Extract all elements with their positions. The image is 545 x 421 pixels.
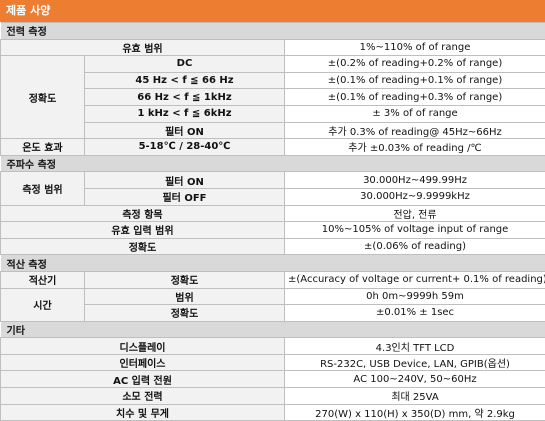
dimensions-value: 270(W) x 110(H) x 350(D) mm, 약 2.9kg xyxy=(285,404,545,421)
table-row: 측정 범위 필터 ON 30.000Hz~499.99Hz xyxy=(1,172,545,189)
table-row: 측정 항목 전압, 전류 xyxy=(1,205,545,222)
time-accuracy-value: ±0.01% ± 1sec xyxy=(285,305,545,322)
power-dc-value: ±(0.2% of reading+0.2% of range) xyxy=(285,56,545,73)
power-consumption-value: 최대 25VA xyxy=(285,388,545,405)
freq-filter-on-value: 30.000Hz~499.99Hz xyxy=(285,172,545,189)
section-integration-header: 적산 측정 xyxy=(1,255,545,272)
interface-label: 인터페이스 xyxy=(1,354,285,371)
section-frequency-header: 주파수 측정 xyxy=(1,155,545,172)
table-row: 인터페이스 RS-232C, USB Device, LAN, GPIB(옵션) xyxy=(1,354,545,371)
time-accuracy-label: 정확도 xyxy=(85,305,285,322)
table-row: 유효 범위 1%~110% of of range xyxy=(1,39,545,56)
power-dc-label: DC xyxy=(85,56,285,73)
freq-filter-on-label: 필터 ON xyxy=(85,172,285,189)
power-f45-value: ±(0.1% of reading+0.1% of range) xyxy=(285,72,545,89)
freq-filter-off-value: 30.000Hz~9.9999kHz xyxy=(285,188,545,205)
table-row: 유효 입력 범위 10%~105% of voltage input of ra… xyxy=(1,222,545,239)
table-row: 시간 범위 0h 0m~9999h 59m xyxy=(1,288,545,305)
table-row: 치수 및 무게 270(W) x 110(H) x 350(D) mm, 약 2… xyxy=(1,404,545,421)
power-f1k-value: ± 3% of of range xyxy=(285,105,545,122)
freq-filter-off-label: 필터 OFF xyxy=(85,188,285,205)
power-filter-label: 필터 ON xyxy=(85,122,285,139)
power-f45-label: 45 Hz < f ≦ 66 Hz xyxy=(85,72,285,89)
table-row: 정확도 ±(0.06% of reading) xyxy=(1,238,545,255)
table-row: 디스플레이 4.3인치 TFT LCD xyxy=(1,338,545,355)
section-other-header: 기타 xyxy=(1,321,545,338)
power-accuracy-label: 정확도 xyxy=(1,56,85,139)
freq-items-label: 측정 항목 xyxy=(1,205,285,222)
table-row: 정확도 DC ±(0.2% of reading+0.2% of range) xyxy=(1,56,545,73)
freq-accuracy-value: ±(0.06% of reading) xyxy=(285,238,545,255)
integrator-accuracy-label: 정확도 xyxy=(85,271,285,288)
power-temp-label: 온도 효과 xyxy=(1,139,85,156)
time-range-label: 범위 xyxy=(85,288,285,305)
section-header-row: 전력 측정 xyxy=(1,23,545,40)
freq-input-label: 유효 입력 범위 xyxy=(1,222,285,239)
section-header-row: 적산 측정 xyxy=(1,255,545,272)
table-row: 적산기 정확도 ±(Accuracy of voltage or current… xyxy=(1,271,545,288)
ac-input-value: AC 100~240V, 50~60Hz xyxy=(285,371,545,388)
power-temp-range: 5-18℃ / 28-40℃ xyxy=(85,139,285,156)
section-header-row: 기타 xyxy=(1,321,545,338)
time-label: 시간 xyxy=(1,288,85,321)
power-consumption-label: 소모 전력 xyxy=(1,388,285,405)
display-value: 4.3인치 TFT LCD xyxy=(285,338,545,355)
power-f1k-label: 1 kHz < f ≦ 6kHz xyxy=(85,105,285,122)
section-power-header: 전력 측정 xyxy=(1,23,545,40)
integrator-label: 적산기 xyxy=(1,271,85,288)
section-header-row: 주파수 측정 xyxy=(1,155,545,172)
freq-input-value: 10%~105% of voltage input of range xyxy=(285,222,545,239)
power-filter-value: 추가 0.3% of reading@ 45Hz~66Hz xyxy=(285,122,545,139)
table-row: 온도 효과 5-18℃ / 28-40℃ 추가 ±0.03% of readin… xyxy=(1,139,545,156)
power-f66-label: 66 Hz < f ≦ 1kHz xyxy=(85,89,285,106)
integrator-accuracy-value: ±(Accuracy of voltage or current+ 0.1% o… xyxy=(285,271,545,288)
spec-table: 전력 측정 유효 범위 1%~110% of of range 정확도 DC ±… xyxy=(0,22,545,421)
freq-accuracy-label: 정확도 xyxy=(1,238,285,255)
interface-value: RS-232C, USB Device, LAN, GPIB(옵션) xyxy=(285,354,545,371)
power-temp-value: 추가 ±0.03% of reading /℃ xyxy=(285,139,545,156)
spec-title: 제품 사양 xyxy=(0,0,545,22)
dimensions-label: 치수 및 무게 xyxy=(1,404,285,421)
ac-input-label: AC 입력 전원 xyxy=(1,371,285,388)
time-range-value: 0h 0m~9999h 59m xyxy=(285,288,545,305)
table-row: AC 입력 전원 AC 100~240V, 50~60Hz xyxy=(1,371,545,388)
power-f66-value: ±(0.1% of reading+0.3% of range) xyxy=(285,89,545,106)
freq-items-value: 전압, 전류 xyxy=(285,205,545,222)
table-row: 소모 전력 최대 25VA xyxy=(1,388,545,405)
display-label: 디스플레이 xyxy=(1,338,285,355)
power-range-label: 유효 범위 xyxy=(1,39,285,56)
freq-range-label: 측정 범위 xyxy=(1,172,85,205)
power-range-value: 1%~110% of of range xyxy=(285,39,545,56)
